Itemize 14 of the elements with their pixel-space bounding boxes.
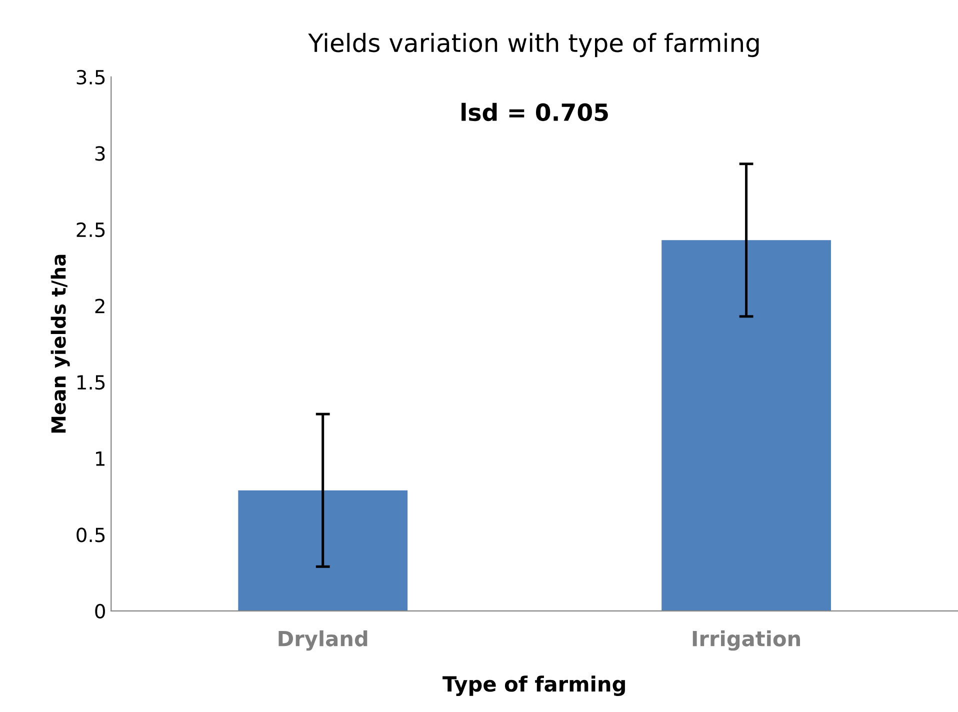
chart-title: Yields variation with type of farming	[308, 32, 759, 58]
y-tick-label: 0	[95, 604, 105, 619]
x-axis-title: Type of farming	[442, 676, 625, 696]
y-tick-label: 3	[95, 146, 105, 161]
y-tick-label: 3.5	[76, 70, 105, 85]
y-tick-label: 2.5	[76, 222, 105, 238]
x-tick-label: Irrigation	[692, 630, 800, 651]
y-tick-label: 2	[95, 298, 104, 314]
y-tick-label: 0.5	[76, 528, 105, 542]
annotation: lsd = 0.705	[462, 102, 608, 122]
x-tick-label: Dryland	[278, 630, 368, 651]
y-tick-label: 1	[96, 452, 104, 466]
y-axis-title: Mean yields t/ha	[50, 254, 70, 433]
y-tick-label: 1.5	[77, 375, 105, 390]
